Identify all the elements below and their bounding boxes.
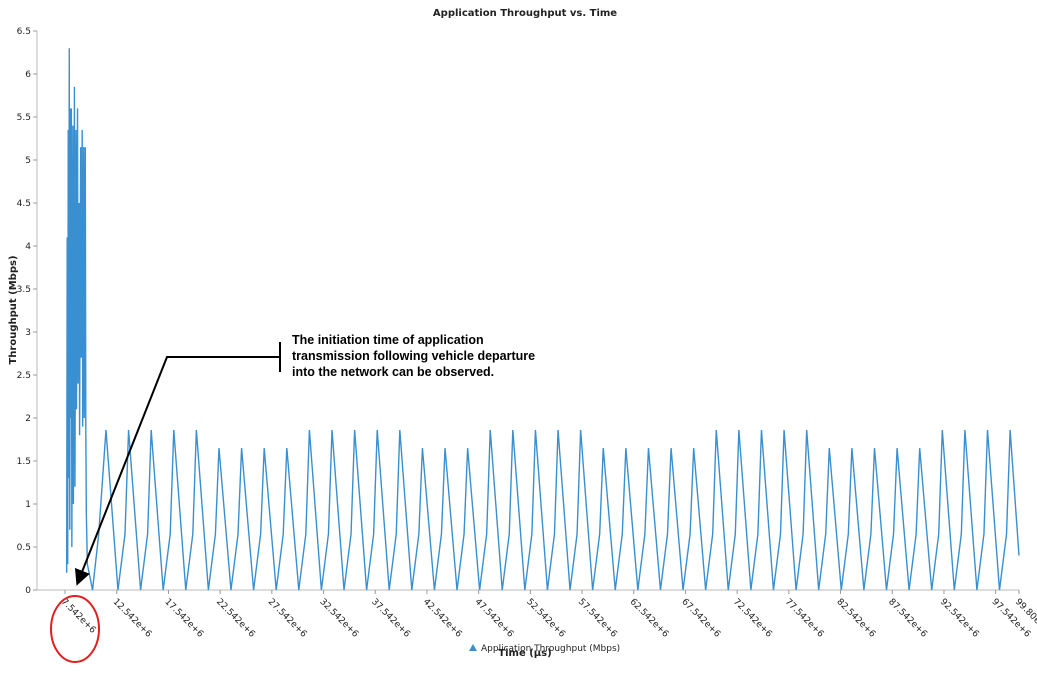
y-tick-label: 6.5	[17, 27, 31, 37]
y-tick-label: 1.5	[17, 457, 31, 467]
y-tick-label: 2.5	[17, 371, 31, 381]
legend-label: Application Throughput (Mbps)	[481, 644, 620, 654]
annotation-arrow	[74, 356, 280, 586]
y-tick-label: 0	[25, 586, 31, 596]
x-tick-label: 32.542e+6	[317, 597, 360, 640]
plot-area: 0 0.5 1 1.5 2 2.5 3 3.5 4 4.5 5 5.5 6 6.5 7.542e+6 12.5…	[17, 27, 1037, 640]
x-tick-label: 27.542e+6	[266, 597, 309, 640]
x-tick-label: 77.542e+6	[783, 597, 826, 640]
x-axis-title: Time (µs)	[498, 648, 551, 659]
x-tick-label: 37.542e+6	[369, 597, 412, 640]
y-tick-label: 2	[25, 414, 31, 424]
highlight-circle	[50, 595, 100, 663]
legend-marker	[469, 644, 477, 651]
y-tick-label: 0.5	[17, 543, 31, 553]
chart-title: Application Throughput vs. Time	[433, 8, 617, 19]
y-tick-label: 1	[25, 500, 31, 510]
y-tick-label: 3	[25, 328, 31, 338]
x-tick-label: 7.542e+6	[59, 597, 98, 636]
x-tick-label: 62.542e+6	[628, 597, 671, 640]
annotation-line: transmission following vehicle departure	[292, 349, 535, 363]
y-tick-label: 4	[25, 242, 31, 252]
x-tick-label: 47.542e+6	[473, 597, 516, 640]
x-tick-label: 57.542e+6	[576, 597, 619, 640]
y-tick-label: 6	[25, 70, 31, 80]
x-tick-label: 12.542e+6	[111, 597, 154, 640]
x-tick-label: 42.542e+6	[421, 597, 464, 640]
x-tick-label: 92.542e+6	[938, 597, 981, 640]
x-tick-label: 17.542e+6	[162, 597, 205, 640]
series-line	[65, 48, 1020, 591]
x-tick-label: 67.542e+6	[679, 597, 722, 640]
y-tick-label: 5.5	[17, 113, 31, 123]
annotation-line: into the network can be observed.	[292, 365, 494, 379]
y-tick-label: 4.5	[17, 199, 31, 209]
y-axis-title: Throughput (Mbps)	[8, 255, 19, 364]
annotation-line: The initiation time of application	[292, 333, 484, 347]
x-tick-label: 52.542e+6	[524, 597, 567, 640]
x-tick-label: 22.542e+6	[214, 597, 257, 640]
x-tick-label: 87.542e+6	[886, 597, 929, 640]
y-tick-label: 5	[25, 156, 31, 166]
x-tick-label: 82.542e+6	[834, 597, 877, 640]
y-tick-label: 3.5	[17, 285, 31, 295]
x-tick-label: 72.542e+6	[731, 597, 774, 640]
